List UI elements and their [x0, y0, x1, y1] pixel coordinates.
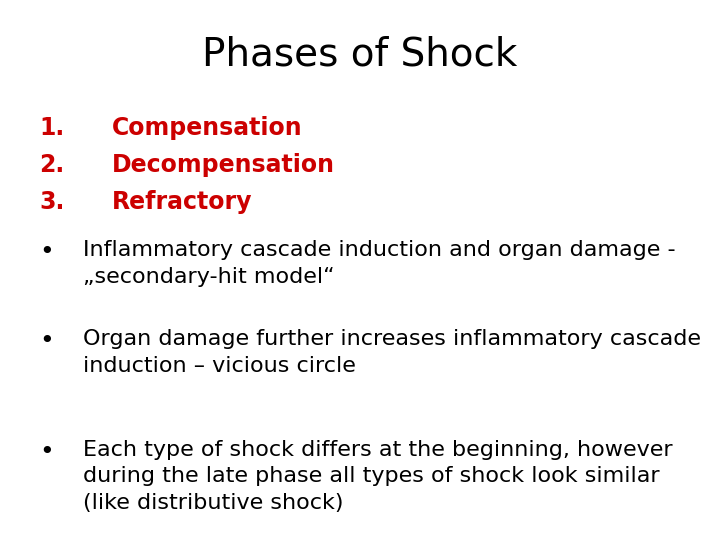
Text: 3.: 3.	[40, 190, 65, 213]
Text: Phases of Shock: Phases of Shock	[202, 35, 518, 73]
Text: Inflammatory cascade induction and organ damage -
„secondary-hit model“: Inflammatory cascade induction and organ…	[83, 240, 675, 287]
Text: 1.: 1.	[40, 116, 65, 140]
Text: Organ damage further increases inflammatory cascade
induction – vicious circle: Organ damage further increases inflammat…	[83, 329, 701, 376]
Text: Refractory: Refractory	[112, 190, 252, 213]
Text: •: •	[40, 240, 54, 264]
Text: Decompensation: Decompensation	[112, 153, 335, 177]
Text: •: •	[40, 440, 54, 464]
Text: Compensation: Compensation	[112, 116, 302, 140]
Text: •: •	[40, 329, 54, 353]
Text: 2.: 2.	[40, 153, 65, 177]
Text: Each type of shock differs at the beginning, however
during the late phase all t: Each type of shock differs at the beginn…	[83, 440, 672, 513]
